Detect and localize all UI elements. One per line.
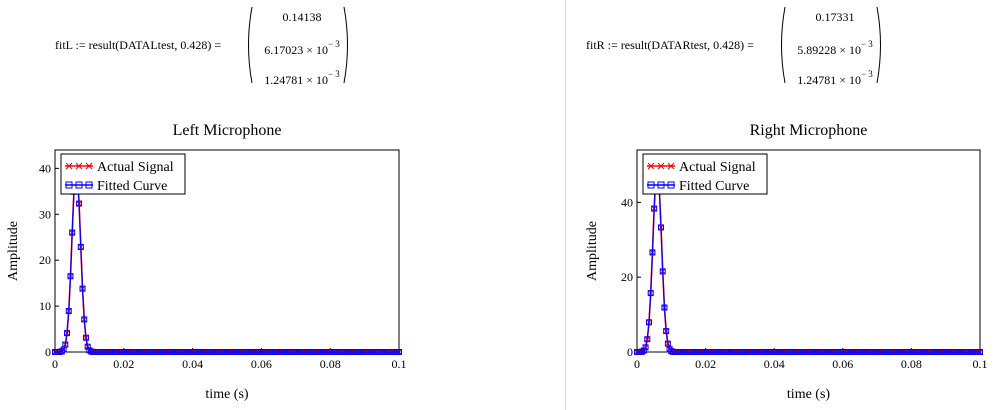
legend-marker (647, 181, 655, 189)
legend-label: Fitted Curve (679, 179, 749, 194)
data-point (647, 290, 654, 297)
x-tick-label: 0.08 (901, 357, 922, 371)
data-point (649, 249, 656, 256)
legend-label: Fitted Curve (97, 179, 167, 194)
y-axis-label: Amplitude (585, 221, 600, 281)
x-tick-label: 0.02 (113, 357, 134, 371)
x-tick-label: 0.06 (832, 357, 853, 371)
legend-marker (657, 162, 665, 170)
data-point (977, 349, 983, 355)
matrix-value: 5.89228 × 10− 3 (797, 39, 873, 57)
legend-marker (85, 181, 93, 189)
equation-lhs: fitR := result(DATARtest, 0.428) = (586, 38, 754, 52)
x-tick-label: 0.04 (764, 357, 785, 371)
data-point (84, 343, 91, 350)
data-point (396, 349, 402, 355)
data-point (81, 316, 88, 323)
x-tick-label: 0.06 (251, 357, 272, 371)
legend-marker (65, 162, 73, 170)
x-tick-label: 0 (634, 357, 640, 371)
legend-label: Actual Signal (97, 160, 174, 175)
data-point (69, 229, 76, 236)
x-tick-label: 0.1 (973, 357, 988, 371)
data-point (79, 285, 86, 292)
y-tick-label: 30 (39, 207, 51, 221)
data-point (651, 205, 658, 212)
data-point (58, 348, 65, 355)
data-point (62, 341, 69, 348)
chart-title: Right Microphone (750, 122, 868, 139)
y-tick-label: 40 (39, 161, 51, 175)
x-tick-label: 0 (52, 357, 58, 371)
data-point (664, 340, 671, 347)
x-tick-label: 0.08 (320, 357, 341, 371)
data-point (659, 268, 666, 275)
data-point (640, 347, 647, 354)
data-point (661, 304, 668, 311)
right-panel: fitR := result(DATARtest, 0.428) = 0.173… (566, 0, 999, 410)
matrix-brackets (248, 6, 348, 84)
y-tick-label: 20 (39, 253, 51, 267)
data-point (65, 307, 72, 314)
equation-lhs: fitL := result(DATALtest, 0.428) = (55, 38, 222, 52)
data-point (663, 328, 670, 335)
data-point (77, 243, 84, 250)
matrix-value: 6.17023 × 10− 3 (264, 39, 340, 57)
matrix-value: 1.24781 × 10− 3 (797, 69, 873, 87)
y-tick-label: 0 (627, 345, 633, 359)
chart-title: Left Microphone (173, 122, 282, 139)
legend-marker (75, 181, 83, 189)
x-axis-label: time (s) (205, 387, 248, 402)
legend-marker (75, 162, 83, 170)
legend-marker (647, 162, 655, 170)
legend-marker (65, 181, 73, 189)
y-tick-label: 0 (45, 345, 51, 359)
left-microphone-chart: Left Microphone 0 0.02 0.04 0.06 0.08 0.1 0 10 20… (6, 122, 407, 402)
data-point (658, 224, 665, 231)
legend-marker (657, 181, 665, 189)
data-point (67, 273, 74, 280)
y-tick-label: 40 (621, 195, 633, 209)
y-tick-label: 10 (39, 299, 51, 313)
x-tick-label: 0.1 (392, 357, 407, 371)
y-axis-label: Amplitude (6, 221, 21, 281)
data-point (644, 336, 651, 343)
matrix-value: 0.14138 (282, 10, 322, 24)
matrix-brackets (781, 6, 881, 84)
data-point (646, 319, 653, 326)
data-point (64, 330, 71, 337)
legend-marker (667, 162, 675, 170)
data-point (639, 348, 646, 355)
left-panel: fitL := result(DATALtest, 0.428) = 0.141… (6, 6, 407, 402)
matrix-value: 1.24781 × 10− 3 (264, 69, 340, 87)
y-tick-label: 20 (621, 270, 633, 284)
right-microphone-chart: Right Microphone 0 0.02 0.04 0.06 0.08 0.1 0 20 4… (585, 122, 988, 402)
x-tick-label: 0.04 (182, 357, 203, 371)
data-point (642, 344, 649, 351)
x-axis-label: time (s) (787, 387, 830, 402)
legend-marker (667, 181, 675, 189)
legend-label: Actual Signal (679, 160, 756, 175)
x-tick-label: 0.02 (695, 357, 716, 371)
data-point (82, 334, 89, 341)
panel-divider (565, 0, 566, 410)
legend-marker (85, 162, 93, 170)
data-point (76, 200, 83, 207)
matrix-value: 0.17331 (815, 10, 855, 24)
